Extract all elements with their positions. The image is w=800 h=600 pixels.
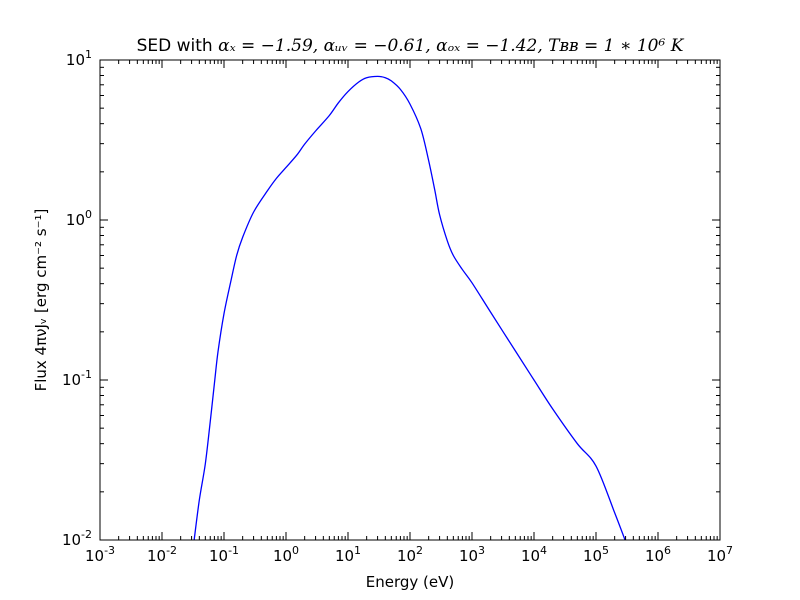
chart-title-prefix: SED with: [137, 36, 219, 56]
plot-frame: [99, 59, 721, 541]
x-tick-label: 105: [583, 544, 609, 565]
y-tick-label: 10-1: [62, 368, 92, 389]
chart-title-formula: αₓ = −1.59, αᵤᵥ = −0.61, αₒₓ = −1.42, Tʙ…: [218, 36, 685, 56]
x-axis-ticks: 10-3 10-2 10-1 100 101 102 103 104 105 106 107: [85, 60, 733, 565]
y-tick-label: 10-2: [62, 528, 92, 549]
x-tick-label: 101: [335, 544, 361, 565]
x-tick-label: 100: [273, 544, 299, 565]
x-axis-label: Energy (eV): [366, 573, 454, 591]
sed-series-line: [193, 75, 626, 540]
x-tick-label: 10-2: [147, 544, 177, 565]
y-axis-label: Flux 4πνJᵥ [erg cm⁻² s⁻¹]: [32, 209, 50, 392]
y-tick-label: 100: [66, 208, 92, 229]
chart-title: SED with αₓ = −1.59, αᵤᵥ = −0.61, αₒₓ = …: [137, 36, 685, 56]
x-tick-label: 10-3: [85, 544, 115, 565]
y-tick-label: 101: [66, 48, 92, 69]
y-axis-ticks: 10-2 10-1 100 101: [62, 48, 720, 549]
x-tick-label: 106: [645, 544, 671, 565]
x-tick-label: 107: [707, 544, 733, 565]
x-tick-label: 104: [521, 544, 547, 565]
plot-area: [193, 75, 626, 540]
x-tick-label: 103: [459, 544, 485, 565]
x-tick-label: 102: [397, 544, 423, 565]
x-tick-label: 10-1: [209, 544, 239, 565]
